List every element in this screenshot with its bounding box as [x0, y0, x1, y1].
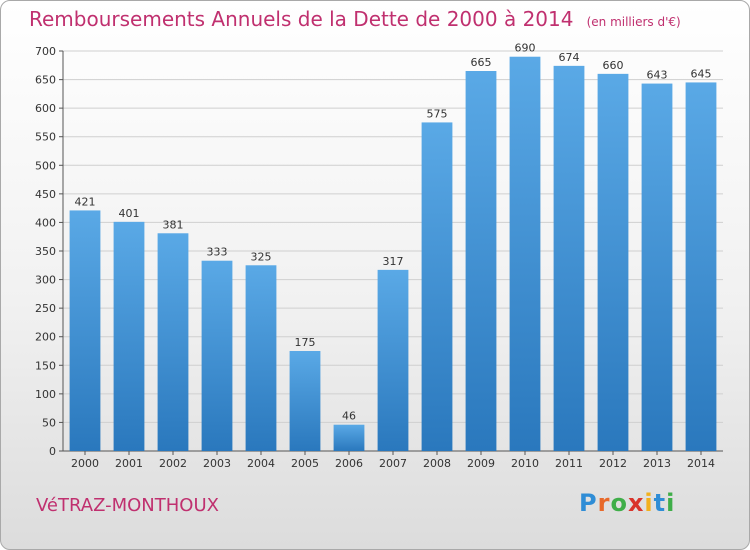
y-tick-label: 0 — [49, 445, 56, 458]
proxiti-logo: Proxiti — [579, 489, 675, 517]
x-tick-label-2008: 2008 — [423, 457, 451, 470]
y-tick-label: 650 — [35, 74, 56, 87]
bar-2011 — [553, 65, 585, 451]
bar-2014 — [685, 82, 717, 451]
x-tick-label-2006: 2006 — [335, 457, 363, 470]
x-tick-label-2004: 2004 — [247, 457, 275, 470]
bar-2006 — [333, 424, 365, 451]
value-label-2012: 660 — [603, 59, 624, 72]
y-tick-label: 500 — [35, 159, 56, 172]
x-tick-label-2001: 2001 — [115, 457, 143, 470]
bar-2002 — [157, 233, 189, 451]
y-tick-label: 250 — [35, 302, 56, 315]
value-label-2009: 665 — [471, 56, 492, 69]
x-tick-label-2003: 2003 — [203, 457, 231, 470]
bar-2005 — [289, 351, 321, 451]
chart-unit: (en milliers d'€) — [586, 15, 681, 29]
value-label-2001: 401 — [119, 207, 140, 220]
value-label-2000: 421 — [75, 195, 96, 208]
value-label-2004: 325 — [251, 250, 272, 263]
bar-2000 — [69, 210, 101, 451]
logo-letter: i — [666, 489, 676, 517]
y-tick-label: 100 — [35, 388, 56, 401]
logo-letter: P — [579, 489, 598, 517]
y-tick-label: 450 — [35, 188, 56, 201]
y-tick-label: 350 — [35, 245, 56, 258]
bars — [69, 56, 717, 452]
y-tick-label: 400 — [35, 216, 56, 229]
x-tick-label-2012: 2012 — [599, 457, 627, 470]
town-name: VéTRAZ-MONTHOUX — [36, 495, 219, 516]
bar-2009 — [465, 71, 497, 451]
x-tick-label-2005: 2005 — [291, 457, 319, 470]
y-tick-label: 300 — [35, 274, 56, 287]
value-label-2008: 575 — [427, 107, 448, 120]
value-label-2006: 46 — [342, 410, 356, 423]
bar-2007 — [377, 269, 409, 451]
logo-letter: x — [627, 489, 645, 517]
value-label-2011: 674 — [559, 51, 580, 64]
value-label-2003: 333 — [207, 246, 228, 259]
x-tick-label-2007: 2007 — [379, 457, 407, 470]
x-tick-label-2000: 2000 — [71, 457, 99, 470]
y-tick-label: 150 — [35, 359, 56, 372]
x-tick-label-2010: 2010 — [511, 457, 539, 470]
bar-2013 — [641, 83, 673, 452]
bar-2012 — [597, 73, 629, 451]
y-tick-label: 700 — [35, 45, 56, 58]
labels: 421 2000 401 2001 381 2002 333 2003 325 2004 175 20… — [71, 42, 715, 470]
x-tick-label-2013: 2013 — [643, 457, 671, 470]
logo-letter: o — [610, 489, 628, 517]
logo-letter: i — [644, 489, 654, 517]
x-tick-label-2014: 2014 — [687, 457, 715, 470]
y-tick-label: 550 — [35, 131, 56, 144]
y-tick-label: 600 — [35, 102, 56, 115]
value-label-2010: 690 — [515, 42, 536, 55]
x-tick-label-2011: 2011 — [555, 457, 583, 470]
value-label-2002: 381 — [163, 218, 184, 231]
chart-title: Remboursements Annuels de la Dette de 20… — [29, 7, 681, 31]
bar-2008 — [421, 122, 453, 451]
y-tick-label: 200 — [35, 331, 56, 344]
value-label-2013: 643 — [647, 69, 668, 82]
chart-title-text: Remboursements Annuels de la Dette de 20… — [29, 7, 574, 31]
bar-2003 — [201, 260, 233, 451]
x-tick-label-2002: 2002 — [159, 457, 187, 470]
bar-2004 — [245, 265, 277, 451]
value-label-2005: 175 — [295, 336, 316, 349]
value-label-2014: 645 — [691, 67, 712, 80]
value-label-2007: 317 — [383, 255, 404, 268]
bar-2001 — [113, 221, 145, 451]
x-tick-label-2009: 2009 — [467, 457, 495, 470]
logo-letter: t — [653, 489, 667, 517]
bar-2010 — [509, 56, 541, 451]
y-tick-label: 50 — [42, 416, 56, 429]
logo-letter: r — [597, 489, 611, 517]
